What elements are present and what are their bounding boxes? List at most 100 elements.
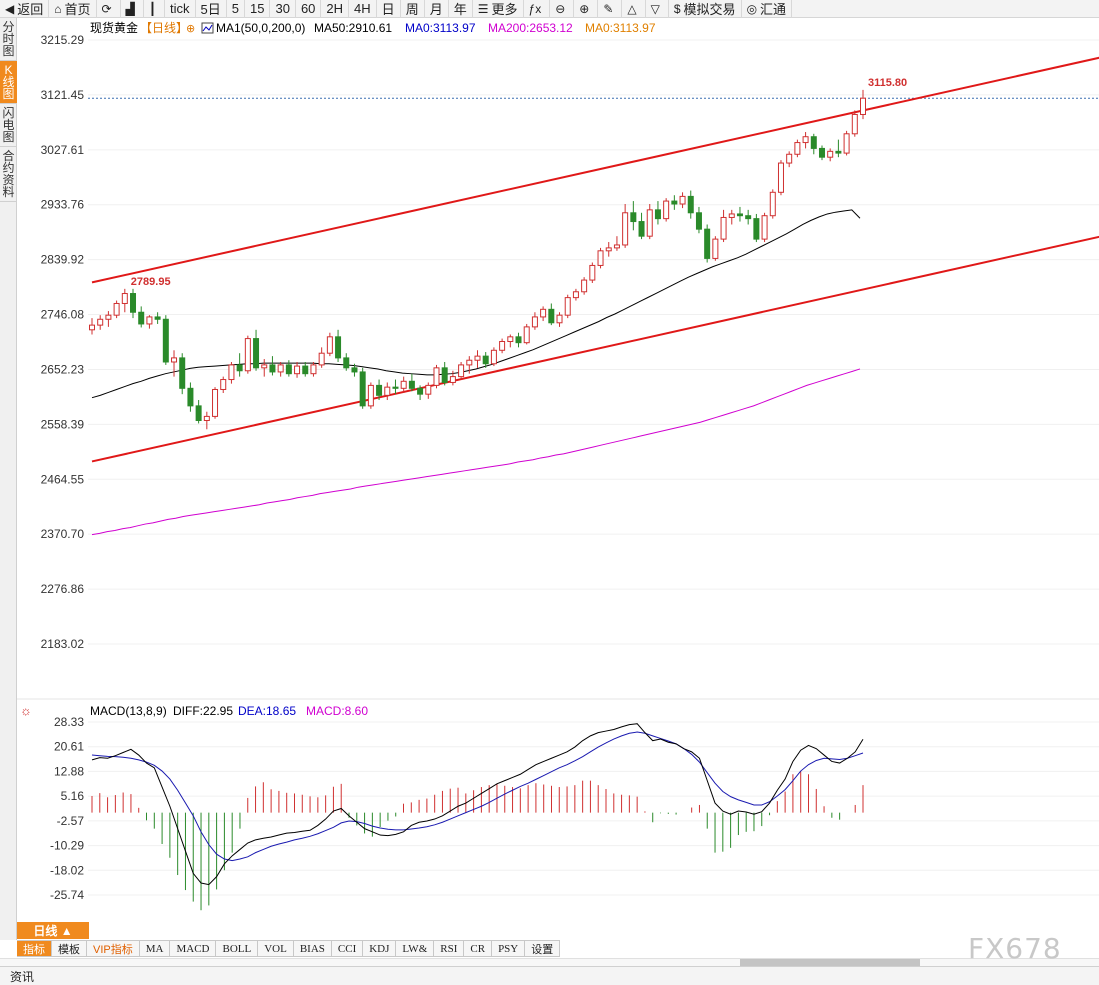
candle-body <box>466 359 473 366</box>
toolbar-bar-chart-button[interactable]: ▟ <box>121 0 144 18</box>
price-tick-label: 2276.86 <box>41 582 85 596</box>
home-icon: ⌂ <box>54 1 62 16</box>
legend-period[interactable]: 【日线】 <box>140 21 188 35</box>
legend-ma50: MA50:2910.61 <box>314 21 392 35</box>
legend-ma-toggle[interactable]: MA1(50,0,200,0) <box>216 21 305 35</box>
toolbar-period-13-button[interactable]: 日 <box>377 0 401 18</box>
macd-diff: DIFF:22.95 <box>173 704 233 718</box>
toolbar-period-7-button[interactable]: 5 <box>227 0 246 18</box>
indicator-tab-8[interactable]: CCI <box>331 940 364 957</box>
trade-icon: $ <box>673 1 681 16</box>
side-tab-0[interactable]: 分时图 <box>0 18 17 61</box>
candle-body <box>581 279 588 293</box>
candle-body <box>638 221 645 237</box>
legend-symbol: 现货黄金 <box>90 20 138 35</box>
legend-ma0: MA0:3113.97 <box>405 21 476 35</box>
candle-body <box>507 336 514 343</box>
indicator-tab-7[interactable]: BIAS <box>293 940 332 957</box>
toolbar-menu-button[interactable]: ☰ 更多 <box>473 0 524 18</box>
toolbar-draw-pen-button[interactable]: ✎ <box>598 0 623 18</box>
indicator-tab-12[interactable]: CR <box>464 940 493 957</box>
toolbar-period-8-button[interactable]: 15 <box>245 0 271 18</box>
toolbar-triangle-up-button[interactable]: △ <box>622 0 646 18</box>
price-annotations: 2789.95 3115.80 <box>131 77 907 288</box>
period-selector[interactable]: 日线 ▲ <box>17 922 89 939</box>
candle-body <box>597 250 604 266</box>
macd-value: MACD:8.60 <box>306 704 368 718</box>
toolbar-label: 60 <box>300 1 316 16</box>
indicator-tab-1[interactable]: 模板 <box>52 940 87 957</box>
toolbar-period-5-button[interactable]: tick <box>165 0 196 18</box>
candle-body <box>408 380 415 389</box>
draw-pen-icon: ✎ <box>603 1 614 16</box>
indicator-tab-9[interactable]: KDJ <box>363 940 397 957</box>
toolbar-refresh-button[interactable]: ⟳ <box>97 0 121 18</box>
toolbar-period-16-button[interactable]: 年 <box>449 0 473 18</box>
candle-body <box>753 218 760 240</box>
side-tab-1[interactable]: K线图 <box>0 61 17 104</box>
candle-body <box>810 136 817 149</box>
candle-body <box>663 200 670 220</box>
scrollbar-thumb[interactable] <box>740 959 920 966</box>
candle-body <box>97 318 104 326</box>
toolbar-zoom-out-button[interactable]: ⊖ <box>550 0 575 18</box>
candle-body <box>154 316 161 320</box>
toolbar-label: tick <box>170 1 190 16</box>
toolbar-label: 返回 <box>17 2 44 17</box>
toolbar-zoom-in-button[interactable]: ⊕ <box>574 0 599 18</box>
toolbar-period-12-button[interactable]: 4H <box>349 0 377 18</box>
indicator-tab-6[interactable]: VOL <box>258 940 294 957</box>
toolbar-period-15-button[interactable]: 月 <box>425 0 449 18</box>
zoom-out-icon: ⊖ <box>555 1 566 16</box>
indicator-tab-13[interactable]: PSY <box>492 940 526 957</box>
candle-body <box>392 386 399 389</box>
side-tab-2[interactable]: 闪电图 <box>0 104 17 147</box>
add-icon[interactable]: ⊕ <box>186 23 195 35</box>
candle-body <box>572 291 579 299</box>
toolbar-home-button[interactable]: ⌂ 首页 <box>49 0 97 18</box>
candle-body <box>613 244 620 249</box>
indicator-tab-10[interactable]: LW& <box>396 940 435 957</box>
indicator-tab-4[interactable]: MACD <box>170 940 217 957</box>
candle-body <box>523 326 530 344</box>
chart-type-icon[interactable] <box>201 22 214 34</box>
exchange-icon: ◎ <box>746 1 758 16</box>
candle-body <box>589 264 596 281</box>
price-tick-label: 3027.61 <box>41 143 85 157</box>
candle-body <box>130 293 137 313</box>
side-tab-3[interactable]: 合约资料 <box>0 147 17 202</box>
candle-body <box>138 311 145 325</box>
candle-body <box>794 142 801 155</box>
toolbar-exchange-button[interactable]: ◎ 汇通 <box>742 0 793 18</box>
candle-body <box>745 215 752 220</box>
chart-scrollbar[interactable] <box>0 958 1099 966</box>
toolbar-period-14-button[interactable]: 周 <box>401 0 425 18</box>
candle-body <box>769 191 776 217</box>
macd-dea: DEA:18.65 <box>238 704 296 718</box>
function-icon: ƒx <box>528 1 542 16</box>
chart-legend: 现货黄金 【日线】 ⊕ MA1(50,0,200,0) MA50:2910.61… <box>90 20 656 35</box>
indicator-tab-3[interactable]: MA <box>139 940 171 957</box>
toolbar-period-9-button[interactable]: 30 <box>270 0 296 18</box>
toolbar-back-button[interactable]: ◀ 返回 <box>0 0 50 18</box>
toolbar-period-10-button[interactable]: 60 <box>296 0 322 18</box>
toolbar-function-button[interactable]: ƒx <box>524 0 551 18</box>
macd-title: MACD(13,8,9) <box>90 704 167 718</box>
candle-body <box>490 349 497 365</box>
toolbar-trade-button[interactable]: $ 模拟交易 <box>669 0 742 18</box>
candle-body <box>704 228 711 259</box>
news-tab[interactable]: 资讯 <box>10 969 35 984</box>
toolbar-label: 4H <box>354 1 371 16</box>
toolbar-triangle-down-button[interactable]: ▽ <box>646 0 669 18</box>
indicator-tab-11[interactable]: RSI <box>434 940 465 957</box>
indicator-tab-2[interactable]: VIP指标 <box>87 940 140 957</box>
indicator-tab-0[interactable]: 指标 <box>17 940 52 957</box>
indicator-tab-14[interactable]: 设置 <box>525 940 561 957</box>
menu-icon: ☰ <box>477 1 489 16</box>
toolbar-candlestick-button[interactable]: ┃ <box>144 0 166 18</box>
indicator-tab-5[interactable]: BOLL <box>216 940 259 957</box>
price-tick-label: 2839.92 <box>41 253 85 267</box>
toolbar-period-6-button[interactable]: 5日 <box>196 0 227 18</box>
macd-settings-icon[interactable]: ☼ <box>20 703 32 718</box>
toolbar-period-11-button[interactable]: 2H <box>321 0 350 18</box>
